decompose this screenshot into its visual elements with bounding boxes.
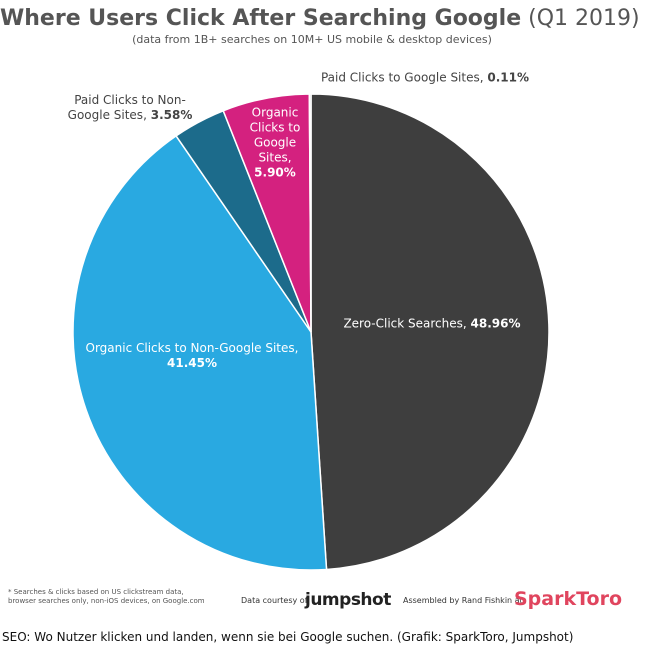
slice-name: Paid Clicks to Google Sites,: [320, 70, 484, 85]
title-main: Where Users Click After Searching Google: [0, 6, 522, 31]
slice-value: 41.45%: [167, 356, 217, 370]
title-suffix: (Q1 2019): [528, 6, 640, 31]
slice-label: Paid Clicks to Google Sites, 0.11%: [305, 71, 545, 86]
slice-name: Paid Clicks to Non-Google Sites,: [67, 93, 186, 122]
chart-title: Where Users Click After Searching Google…: [0, 6, 640, 31]
slice-name: Zero-Click Searches,: [343, 316, 467, 331]
footnote: * Searches & clicks based on US clickstr…: [8, 588, 205, 605]
slice-label: Organic Clicks to Non-Google Sites, 41.4…: [72, 341, 312, 371]
author-text: Assembled by Rand Fishkin at: [403, 596, 523, 605]
credit-text: Data courtesy of: [241, 596, 308, 605]
slice-value: 3.58%: [150, 108, 193, 122]
author-brand: SparkToro: [514, 588, 623, 610]
slice-label: Zero-Click Searches, 48.96%: [322, 317, 542, 332]
subtitle: (data from 1B+ searches on 10M+ US mobil…: [132, 33, 492, 46]
slice-value: 5.90%: [254, 165, 296, 180]
pie-slice: [308, 93, 312, 333]
slice-value: 48.96%: [470, 316, 521, 331]
pie-slice: [72, 134, 328, 571]
credit-brand: jumpshot: [305, 590, 391, 610]
slice-value: 0.11%: [487, 70, 530, 85]
caption: SEO: Wo Nutzer klicken und landen, wenn …: [2, 630, 574, 644]
slice-label: Paid Clicks to Non-Google Sites, 3.58%: [60, 93, 200, 123]
slice-label: Organic Clicks to Google Sites, 5.90%: [240, 106, 310, 181]
slice-name: Organic Clicks to Non-Google Sites,: [85, 341, 299, 355]
pie-slice: [310, 93, 550, 571]
slice-name: Organic Clicks to Google Sites,: [249, 105, 301, 165]
